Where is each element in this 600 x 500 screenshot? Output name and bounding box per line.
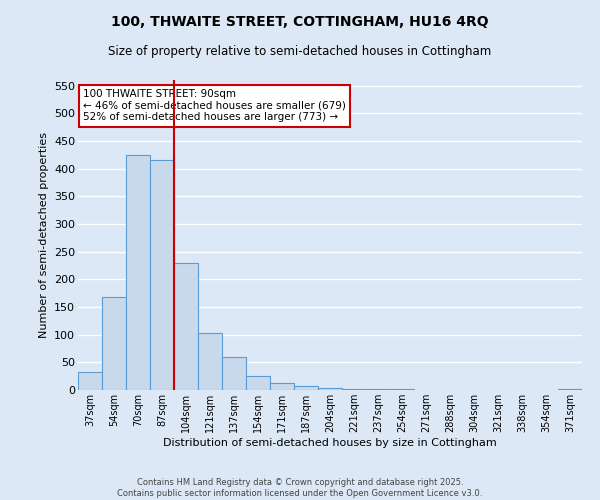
Bar [102, 297, 126, 390]
Text: 100, THWAITE STREET, COTTINGHAM, HU16 4RQ: 100, THWAITE STREET, COTTINGHAM, HU16 4R… [111, 15, 489, 29]
X-axis label: Distribution of semi-detached houses by size in Cottingham: Distribution of semi-detached houses by … [163, 438, 497, 448]
Bar [222, 357, 246, 390]
Bar [150, 160, 174, 390]
Bar [78, 372, 102, 390]
Y-axis label: Number of semi-detached properties: Number of semi-detached properties [38, 132, 49, 338]
Bar [174, 262, 198, 390]
Bar [270, 384, 294, 390]
Bar [294, 386, 318, 390]
Bar [126, 154, 150, 390]
Text: Contains HM Land Registry data © Crown copyright and database right 2025.
Contai: Contains HM Land Registry data © Crown c… [118, 478, 482, 498]
Bar [318, 388, 342, 390]
Bar [342, 389, 366, 390]
Text: Size of property relative to semi-detached houses in Cottingham: Size of property relative to semi-detach… [109, 45, 491, 58]
Bar [198, 333, 222, 390]
Bar [558, 389, 582, 390]
Text: 100 THWAITE STREET: 90sqm
← 46% of semi-detached houses are smaller (679)
52% of: 100 THWAITE STREET: 90sqm ← 46% of semi-… [83, 90, 346, 122]
Bar [246, 376, 270, 390]
